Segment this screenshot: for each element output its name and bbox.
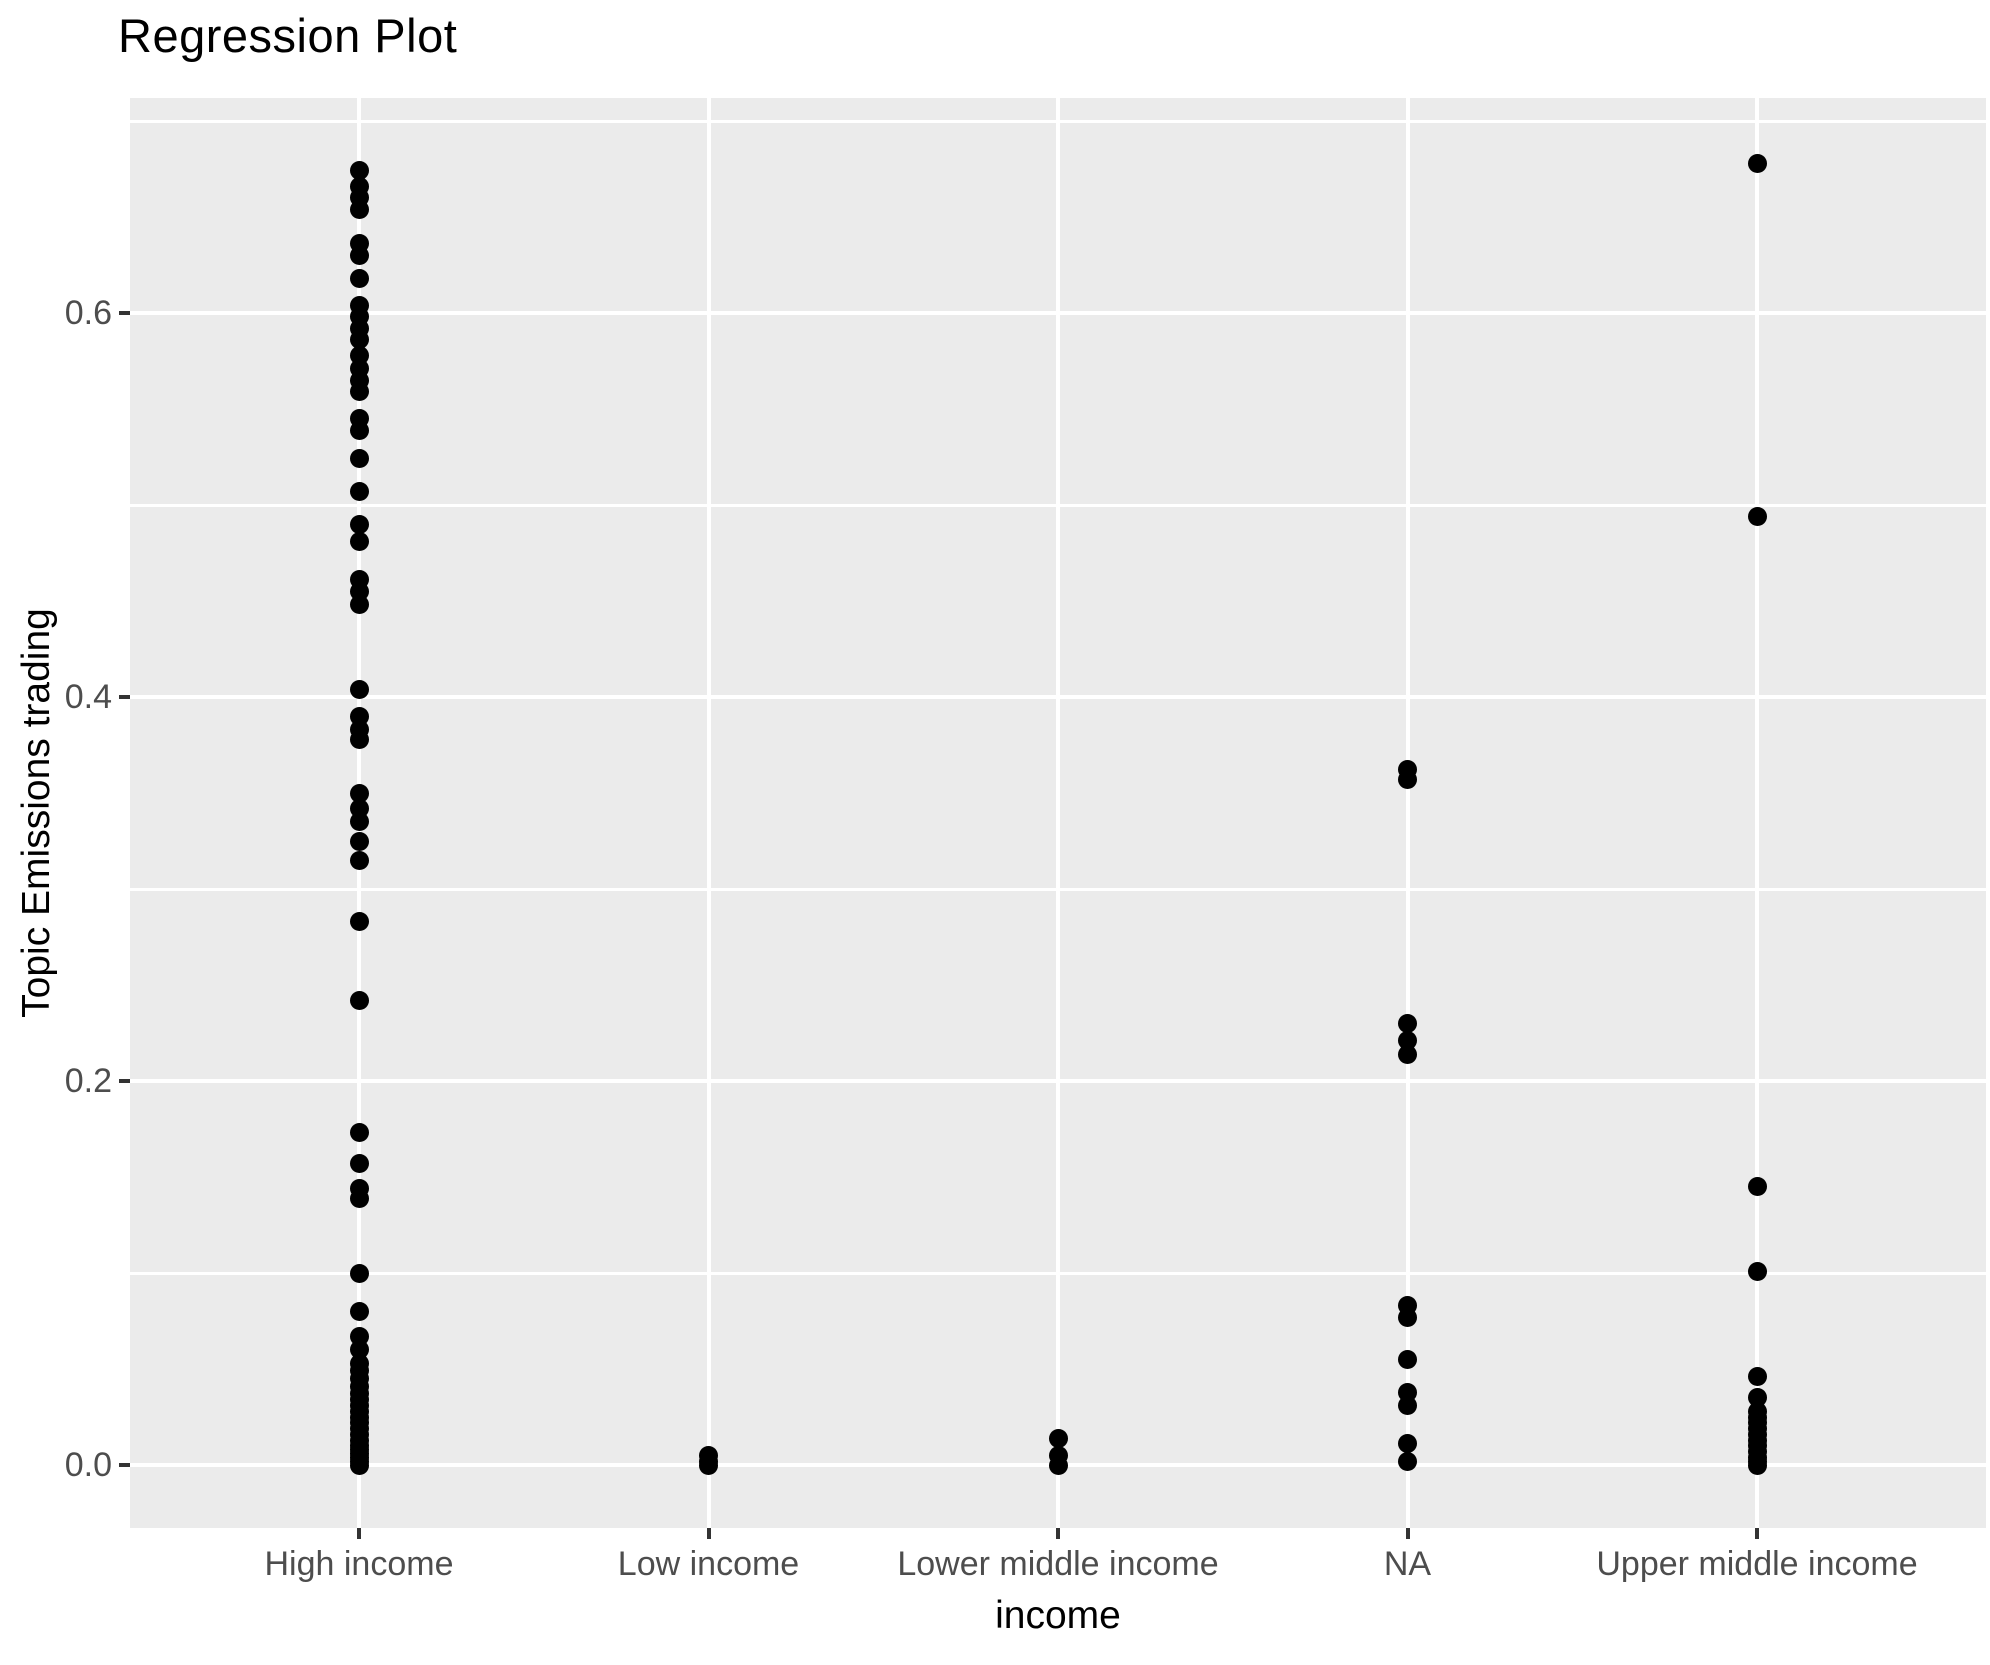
- data-point: [1048, 1455, 1068, 1475]
- x-tick-label: High income: [264, 1545, 454, 1583]
- data-point: [349, 812, 369, 832]
- data-point: [349, 330, 369, 350]
- x-tick-label: Lower middle income: [897, 1545, 1219, 1583]
- y-tick-mark: [119, 1463, 130, 1467]
- y-tick-label: 0.4: [64, 678, 112, 716]
- data-point: [349, 382, 369, 402]
- data-point: [349, 420, 369, 440]
- y-tick-label: 0.6: [64, 294, 112, 332]
- data-point: [1747, 1177, 1767, 1197]
- data-point: [1747, 1455, 1767, 1475]
- data-point: [349, 783, 369, 803]
- data-point: [349, 531, 369, 551]
- x-tick-label: NA: [1383, 1545, 1432, 1583]
- plot-panel: [130, 98, 1986, 1528]
- y-axis-title: Topic Emissions trading: [15, 608, 58, 1018]
- data-point: [349, 595, 369, 615]
- data-point: [1747, 507, 1767, 527]
- gridline-major-vertical: [1755, 98, 1759, 1528]
- gridline-major-vertical: [1056, 98, 1060, 1528]
- data-point: [1747, 1261, 1767, 1281]
- x-tick-label: Upper middle income: [1596, 1545, 1918, 1583]
- data-point: [349, 161, 369, 181]
- x-axis-title: income: [995, 1594, 1121, 1637]
- data-point: [349, 1123, 369, 1143]
- data-point: [1398, 1044, 1417, 1064]
- data-point: [1398, 770, 1417, 790]
- data-point: [1398, 1307, 1417, 1327]
- data-point: [349, 449, 369, 469]
- data-point: [349, 514, 369, 534]
- x-tick-label: Low income: [617, 1545, 800, 1583]
- y-tick-mark: [119, 695, 130, 699]
- x-tick-mark: [706, 1528, 711, 1539]
- data-point: [349, 1154, 369, 1174]
- data-point: [349, 199, 369, 219]
- data-point: [1398, 1349, 1417, 1369]
- chart-title: Regression Plot: [118, 9, 458, 62]
- data-point: [1398, 1395, 1417, 1415]
- y-tick-label: 0.2: [64, 1062, 112, 1100]
- data-point: [349, 1263, 369, 1283]
- data-point: [349, 679, 369, 699]
- data-point: [1398, 1451, 1417, 1471]
- data-point: [1048, 1428, 1068, 1448]
- data-point: [349, 268, 369, 288]
- data-point: [349, 850, 369, 870]
- data-point: [349, 1455, 369, 1475]
- y-tick-label: 0.0: [64, 1446, 112, 1484]
- y-tick-mark: [119, 311, 130, 315]
- data-point: [1398, 1434, 1417, 1454]
- data-point: [1398, 1013, 1417, 1033]
- x-tick-mark: [357, 1528, 361, 1539]
- y-tick-mark: [119, 1079, 130, 1083]
- data-point: [1747, 153, 1767, 173]
- x-tick-mark: [1405, 1528, 1410, 1539]
- data-point: [349, 831, 369, 851]
- data-point: [349, 1301, 369, 1321]
- data-point: [699, 1455, 718, 1475]
- data-point: [349, 912, 369, 932]
- x-tick-mark: [1056, 1528, 1060, 1539]
- x-tick-mark: [1755, 1528, 1759, 1539]
- gridline-major-vertical: [706, 98, 711, 1528]
- data-point: [349, 245, 369, 265]
- data-point: [349, 1188, 369, 1208]
- data-point: [1747, 1367, 1767, 1387]
- data-point: [349, 990, 369, 1010]
- gridline-major-vertical: [1405, 98, 1410, 1528]
- data-point: [349, 482, 369, 502]
- data-point: [349, 729, 369, 749]
